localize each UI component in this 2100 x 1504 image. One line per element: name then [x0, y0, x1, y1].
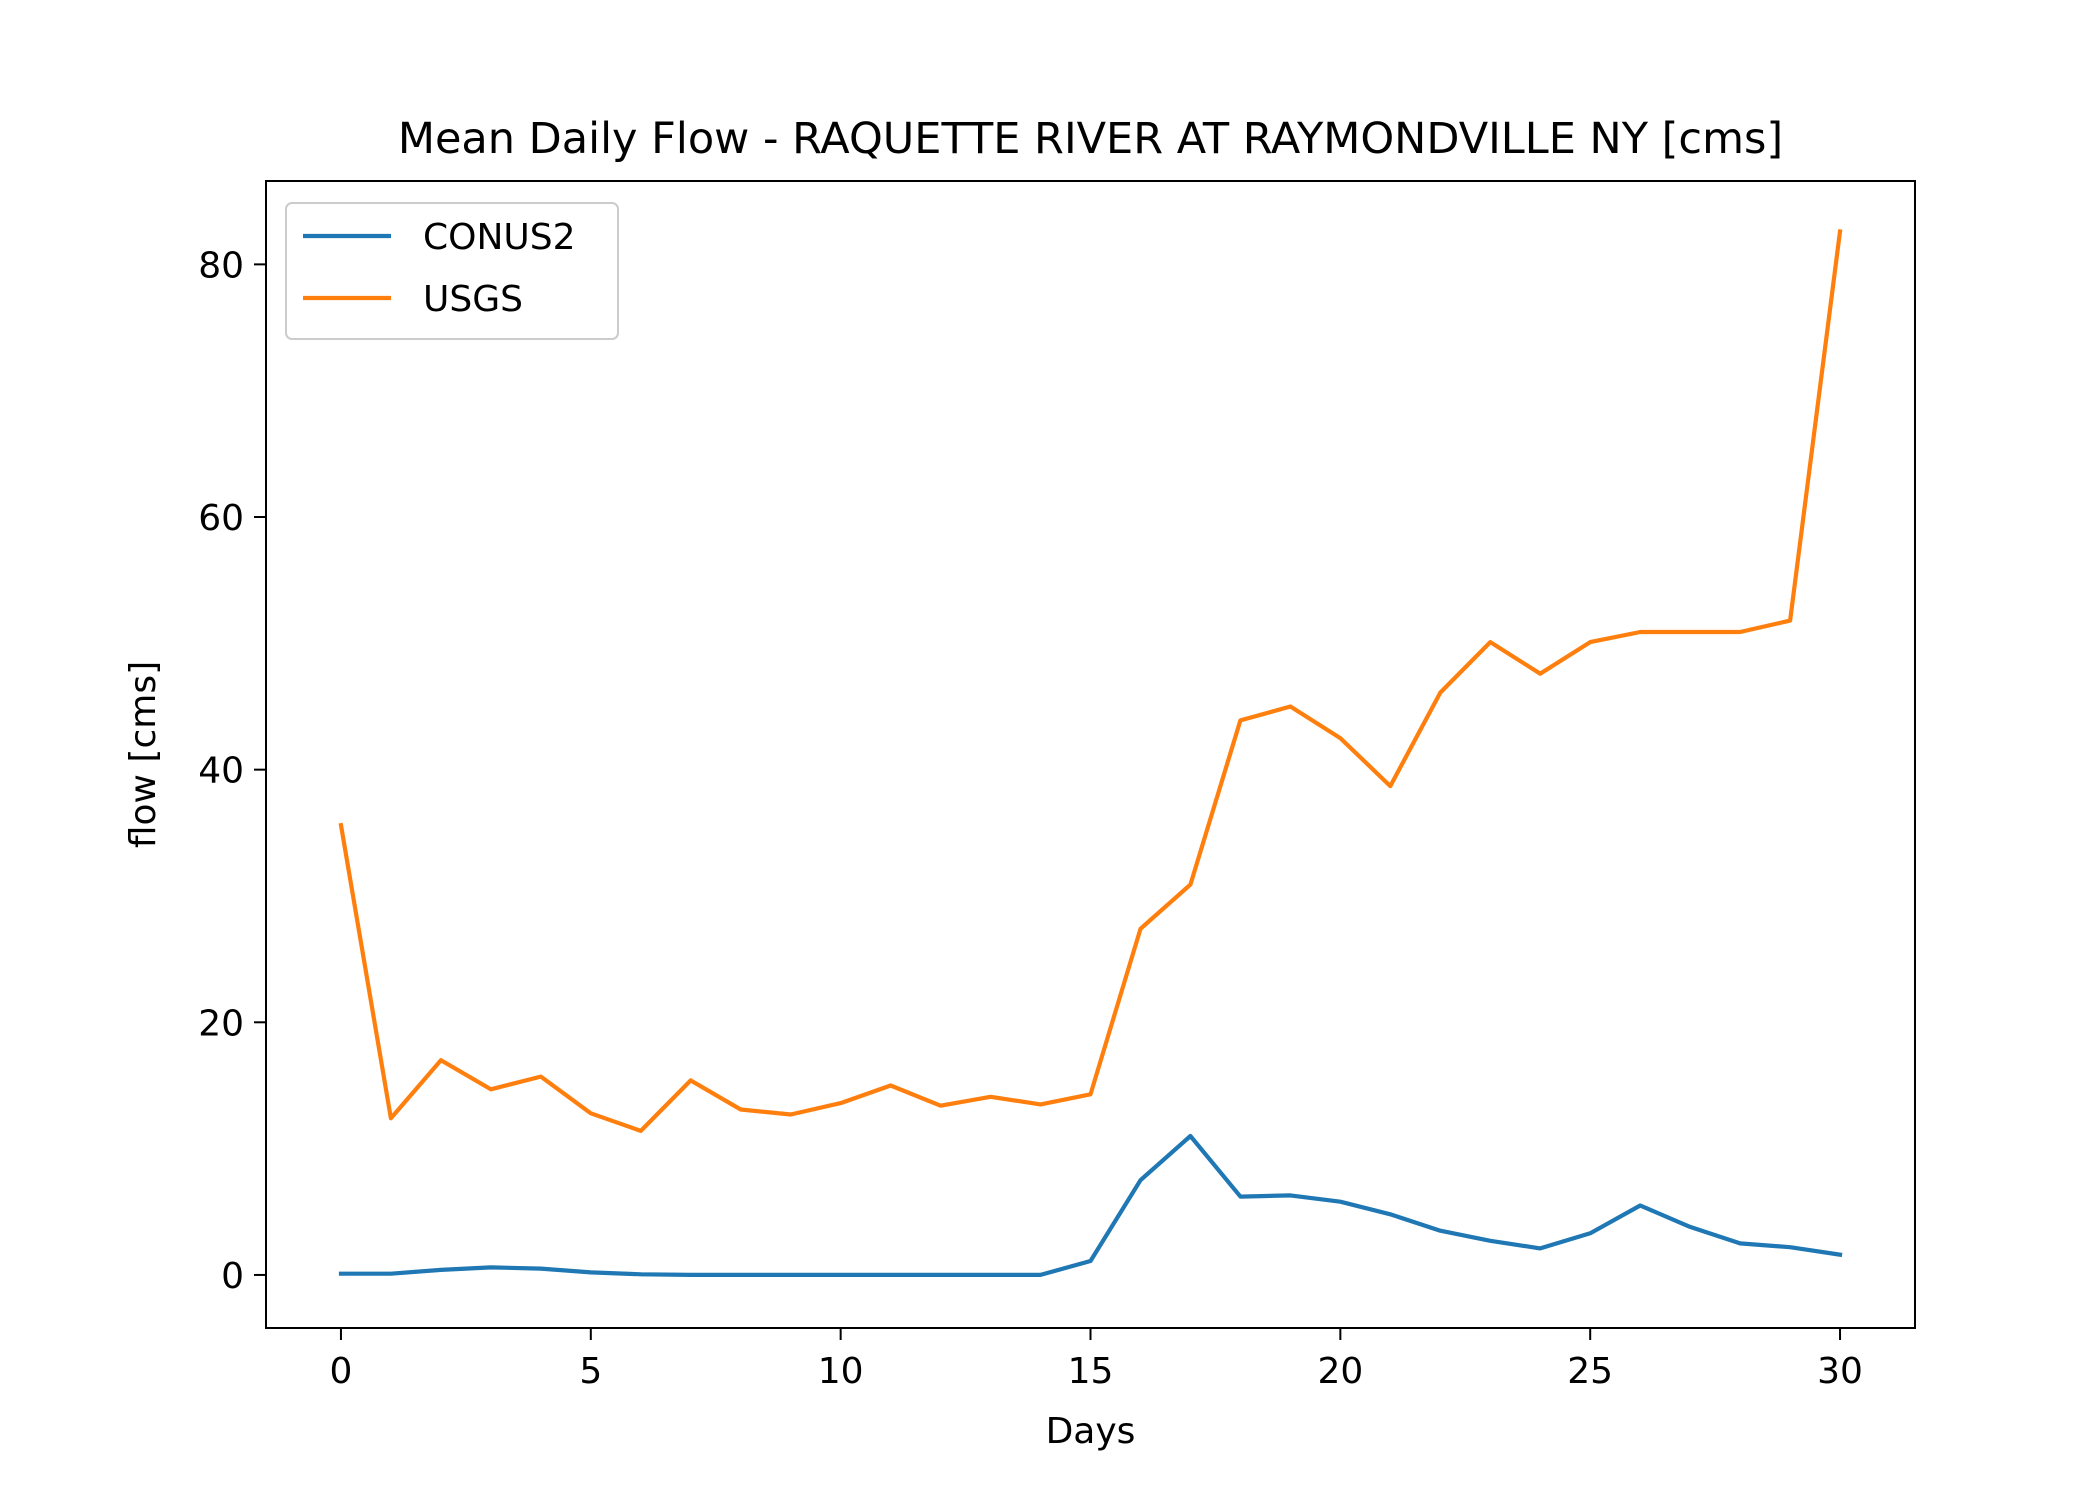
y-tick-label: 60: [198, 498, 244, 539]
x-axis-label: Days: [1046, 1411, 1136, 1452]
y-tick-label: 20: [198, 1003, 244, 1044]
x-tick-label: 15: [1068, 1351, 1114, 1392]
axis-ticks: 0 5 10 15 20 25 30 0 20 40 60 80: [198, 245, 1863, 1392]
x-tick-label: 25: [1567, 1351, 1613, 1392]
series-lines: [338, 229, 1843, 1278]
series-line-usgs: [338, 229, 1843, 1134]
x-tick-label: 10: [818, 1351, 864, 1392]
y-axis-label: flow [cms]: [123, 661, 164, 848]
legend-label-conus2: CONUS2: [423, 217, 576, 258]
series-line-conus2: [338, 1133, 1843, 1278]
legend-label-usgs: USGS: [423, 279, 523, 320]
y-tick-label: 40: [198, 751, 244, 792]
y-tick-label: 0: [221, 1256, 244, 1297]
legend: CONUS2 USGS: [285, 202, 619, 340]
y-tick-label: 80: [198, 245, 244, 286]
x-tick-label: 5: [579, 1351, 602, 1392]
plot-frame: [265, 180, 1916, 1329]
chart-title: Mean Daily Flow - RAQUETTE RIVER AT RAYM…: [398, 114, 1783, 164]
x-tick-label: 30: [1817, 1351, 1863, 1392]
x-tick-label: 20: [1317, 1351, 1363, 1392]
x-tick-label: 0: [330, 1351, 353, 1392]
